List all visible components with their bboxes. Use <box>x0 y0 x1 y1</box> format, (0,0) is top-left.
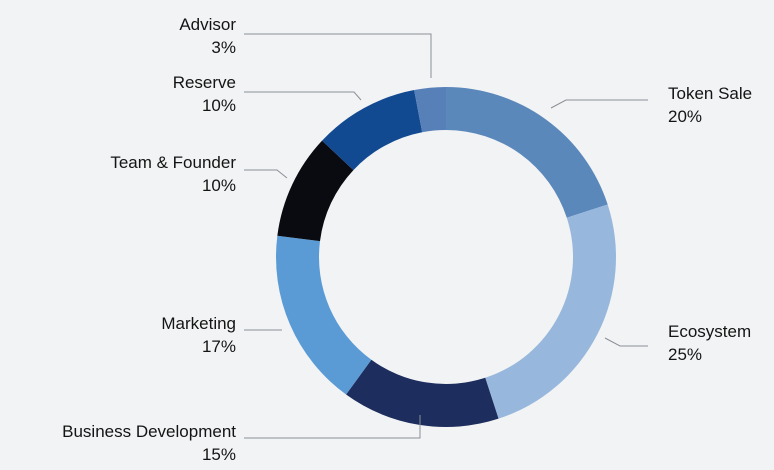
slice-marketing <box>276 235 372 395</box>
label-percent: 3% <box>211 38 236 57</box>
label-advisor: Advisor 3% <box>179 13 236 59</box>
label-percent: 20% <box>668 107 703 126</box>
label-name: Token Sale <box>668 84 753 103</box>
leader-line-advisor <box>244 33 432 78</box>
label-token-sale: Token Sale 20% <box>668 82 752 128</box>
label-marketing: Marketing 17% <box>161 312 236 358</box>
label-percent: 25% <box>668 345 703 364</box>
label-business-development: Business Development 15% <box>62 420 236 466</box>
slice-ecosystem <box>485 204 616 419</box>
label-reserve: Reserve 10% <box>173 71 236 117</box>
leader-line-business-development <box>244 415 421 439</box>
label-name: Team & Founder <box>110 153 236 172</box>
slice-reserve <box>322 90 423 171</box>
slice-business-development <box>346 359 499 427</box>
label-ecosystem: Ecosystem 25% <box>668 320 751 366</box>
label-percent: 15% <box>201 445 236 464</box>
label-name: Ecosystem <box>668 322 752 341</box>
leader-line-reserve <box>244 91 362 101</box>
label-name: Advisor <box>179 15 236 34</box>
slice-advisor <box>414 87 446 133</box>
leader-line-team-and-founder <box>244 169 288 179</box>
leader-line-ecosystem <box>604 337 648 347</box>
leader-line-token-sale <box>550 99 648 109</box>
label-team-and-founder: Team & Founder 10% <box>110 151 236 197</box>
slice-token-sale <box>446 87 608 218</box>
slice-team-and-founder <box>277 140 354 242</box>
label-percent: 17% <box>201 337 236 356</box>
label-name: Marketing <box>161 314 236 333</box>
label-percent: 10% <box>201 96 236 115</box>
label-percent: 10% <box>201 176 236 195</box>
label-name: Reserve <box>172 73 236 92</box>
label-name: Business Development <box>62 422 236 441</box>
